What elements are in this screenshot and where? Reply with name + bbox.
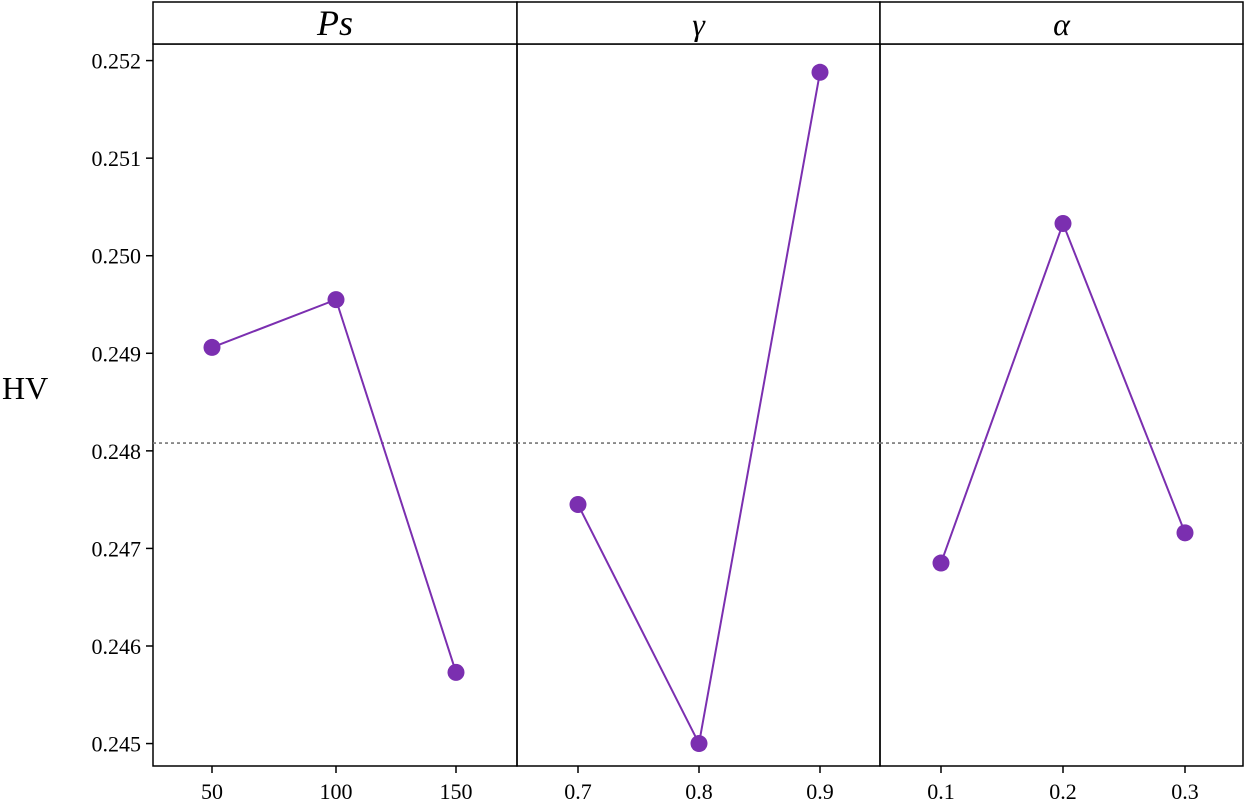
chart-series [203,63,1194,753]
x-tick-label: 0.7 [564,779,592,801]
data-point [569,496,587,514]
panel-frame [879,43,1244,767]
data-point [203,338,221,356]
series-line [940,220,1186,564]
panel-strip [516,1,881,45]
data-point [1054,215,1072,233]
x-tick-label: 100 [320,779,353,801]
panel-strip [879,1,1244,45]
panel-title: γ [692,6,706,42]
chart-axes [146,59,1186,773]
series-line [211,298,457,673]
data-point [1176,524,1194,542]
y-tick-label: 0.245 [92,732,142,757]
panel-title: Ps [316,3,353,43]
chart-frame [152,1,1244,767]
x-tick-label: 0.8 [685,779,713,801]
panel-frame [152,43,518,767]
data-point [811,63,829,81]
y-tick-label: 0.246 [92,634,142,659]
y-tick-label: 0.250 [92,244,142,269]
x-tick-label: 150 [440,779,473,801]
data-point [690,735,708,753]
y-tick-label: 0.251 [92,146,142,171]
y-tick-label: 0.252 [92,49,142,74]
data-point [327,291,345,309]
x-tick-label: 0.3 [1171,779,1199,801]
panel-strip [152,1,518,45]
x-tick-label: 0.9 [806,779,834,801]
panel-title: α [1053,6,1071,42]
y-axis-label: HV [2,370,48,406]
x-tick-label: 0.2 [1049,779,1077,801]
y-tick-label: 0.247 [92,536,142,561]
data-point [932,554,950,572]
y-tick-label: 0.248 [92,439,142,464]
panel-frame [516,43,881,767]
data-point [447,663,465,681]
x-tick-label: 0.1 [927,779,955,801]
series-line [577,72,821,747]
chart-labels: Ps 50 100 150 γ 0.7 0.8 0.9 α 0.1 0.2 0.3 0.245 0.246… [2,3,1199,801]
y-tick-label: 0.249 [92,341,142,366]
x-tick-label: 50 [201,779,223,801]
